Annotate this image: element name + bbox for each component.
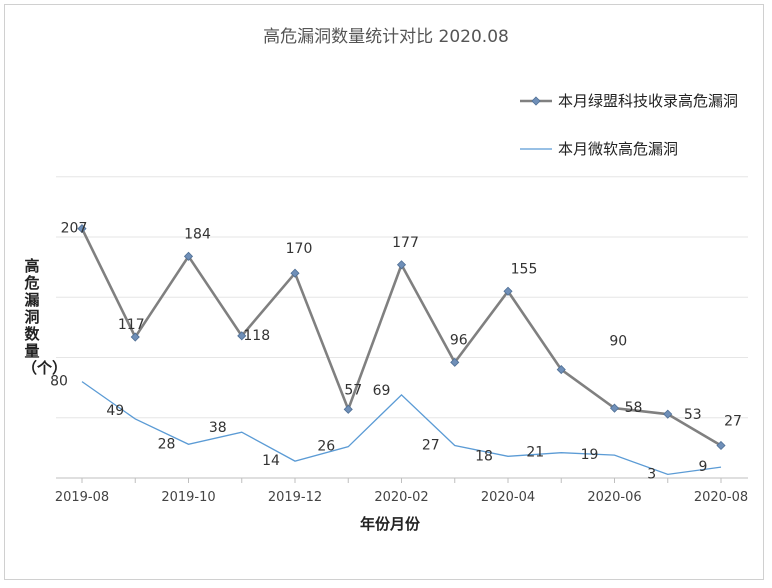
data-label: 90 [609, 334, 627, 350]
data-label: 18 [475, 448, 493, 464]
data-point-marker [663, 409, 673, 419]
data-label: 26 [317, 439, 335, 455]
data-labels: 207 117 184 118 170 57 177 96 155 90 58 53 27 80 49 28 3… [50, 221, 742, 483]
grid-lines [56, 176, 748, 419]
data-label: 69 [373, 383, 391, 399]
data-label: 14 [262, 453, 280, 469]
data-label: 53 [684, 407, 702, 423]
data-point-marker [183, 251, 194, 261]
data-point-marker [77, 224, 87, 234]
data-point-marker [396, 260, 407, 270]
plot-area [77, 224, 726, 476]
data-label: 96 [450, 332, 468, 348]
data-label: 207 [61, 221, 88, 237]
data-label: 155 [511, 261, 538, 277]
legend-marker-nsfocus [531, 96, 541, 106]
data-label: 28 [158, 436, 176, 452]
data-label: 80 [50, 374, 68, 390]
data-label: 118 [243, 328, 270, 344]
data-point-marker [450, 357, 460, 367]
data-label: 49 [106, 403, 124, 419]
data-label: 27 [724, 413, 742, 429]
x-axis: 2019-08 2019-10 2019-12 2020-02 2020-04 2020-… [55, 477, 748, 505]
data-point-marker [609, 403, 620, 413]
data-label: 170 [286, 241, 313, 257]
data-label: 57 [344, 382, 362, 398]
x-tick-label: 2020-04 [481, 490, 535, 505]
x-tick-label: 2019-10 [161, 490, 215, 505]
data-label: 184 [184, 226, 211, 242]
data-point-marker [130, 332, 140, 342]
series-line-microsoft [81, 381, 722, 476]
data-label: 19 [581, 447, 599, 463]
legend-label-nsfocus: 本月绿盟科技收录高危漏洞 [558, 92, 738, 110]
data-point-marker [343, 404, 353, 414]
data-label: 27 [422, 437, 440, 453]
data-label: 117 [118, 317, 145, 333]
x-tick-label: 2020-06 [587, 490, 641, 505]
data-label: 177 [392, 235, 419, 251]
legend-label-microsoft: 本月微软高危漏洞 [558, 140, 678, 158]
data-label: 3 [647, 466, 656, 482]
data-point-marker [290, 268, 300, 278]
data-label: 38 [209, 420, 227, 436]
x-tick-label: 2019-12 [268, 490, 322, 505]
data-point-marker [716, 440, 726, 451]
data-point-marker [556, 365, 566, 375]
chart-title: 高危漏洞数量统计对比 2020.08 [263, 27, 509, 47]
chart-frame [4, 4, 764, 580]
x-tick-label: 2019-08 [55, 490, 109, 505]
x-axis-label: 年份月份 [360, 515, 421, 533]
data-point-marker [237, 331, 247, 341]
x-tick-label: 2020-02 [374, 490, 428, 505]
data-label: 9 [699, 459, 708, 475]
data-point-marker [503, 286, 513, 296]
x-tick-label: 2020-08 [694, 490, 748, 505]
data-label: 21 [526, 445, 544, 461]
data-label: 58 [625, 400, 643, 416]
